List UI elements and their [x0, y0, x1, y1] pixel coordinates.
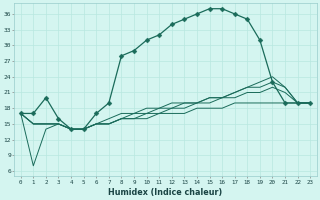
- X-axis label: Humidex (Indice chaleur): Humidex (Indice chaleur): [108, 188, 223, 197]
